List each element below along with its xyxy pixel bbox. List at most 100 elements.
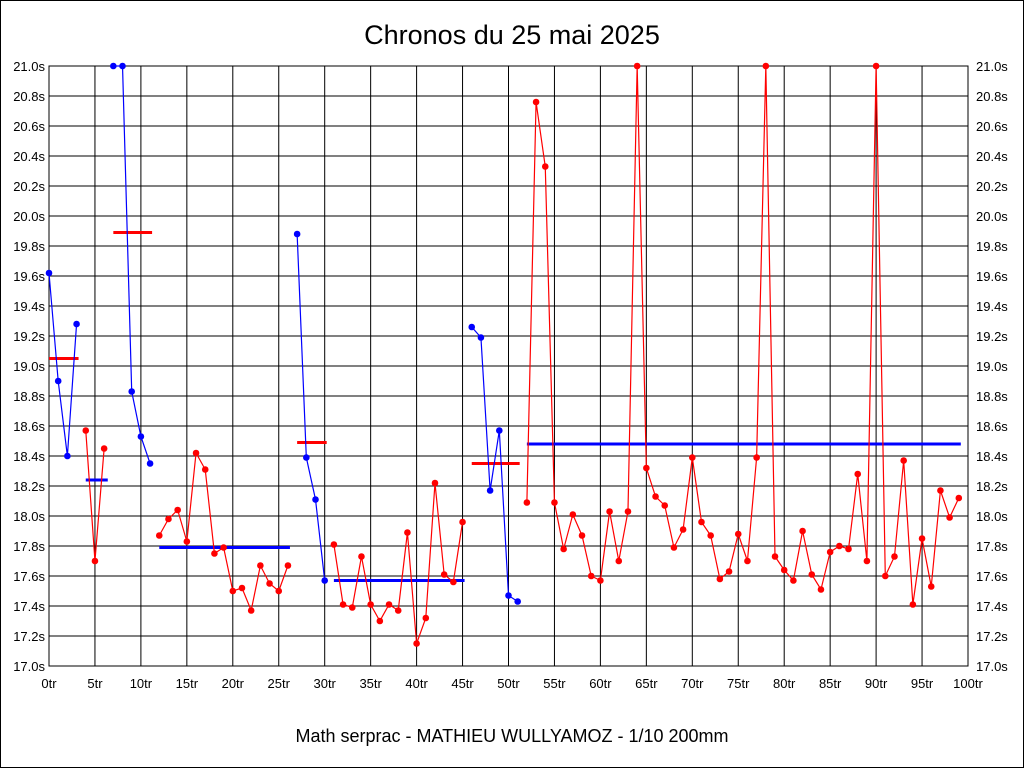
series-line <box>48 272 78 457</box>
x-tick-label: 70tr <box>681 676 704 691</box>
data-point <box>229 587 237 595</box>
data-point <box>725 568 733 575</box>
x-tick-label: 85tr <box>819 676 842 691</box>
data-point <box>762 62 770 70</box>
y-tick-label-left: 17.0s <box>13 659 45 674</box>
data-point <box>165 515 172 523</box>
data-point <box>64 452 71 460</box>
y-tick-label-right: 19.8s <box>976 239 1008 254</box>
data-point <box>652 493 659 500</box>
data-point <box>394 607 402 614</box>
x-tick-label: 20tr <box>222 676 245 691</box>
data-point <box>422 614 430 622</box>
x-tick-label: 15tr <box>176 676 199 691</box>
y-tick-label-right: 19.4s <box>976 299 1008 314</box>
data-point <box>780 566 788 574</box>
data-point <box>799 527 806 535</box>
y-tick-label-right: 18.0s <box>976 509 1008 524</box>
data-point <box>73 320 80 328</box>
data-point <box>201 466 209 473</box>
y-tick-label-right: 21.0s <box>976 59 1008 74</box>
x-tick-label: 35tr <box>359 676 382 691</box>
data-point <box>459 518 466 526</box>
x-tick-label: 65tr <box>635 676 658 691</box>
data-point <box>339 601 347 608</box>
y-tick-label-right: 18.8s <box>976 389 1008 404</box>
data-point <box>303 454 310 461</box>
data-point <box>284 562 292 569</box>
data-point <box>348 604 356 611</box>
data-point <box>477 334 485 341</box>
series-line <box>296 233 326 581</box>
x-tick-label: 95tr <box>911 676 934 691</box>
y-tick-label-right: 19.0s <box>976 359 1008 374</box>
data-point <box>606 508 613 515</box>
data-point <box>385 601 393 608</box>
data-point <box>854 470 862 478</box>
y-tick-label-left: 19.6s <box>13 269 45 284</box>
x-tick-label: 5tr <box>87 676 103 691</box>
data-point <box>946 514 953 521</box>
x-tick-label: 45tr <box>451 676 474 691</box>
data-point <box>505 592 512 599</box>
x-tick-label: 0tr <box>41 676 57 691</box>
y-tick-label-left: 20.2s <box>13 179 45 194</box>
y-tick-label-left: 21.0s <box>13 59 45 74</box>
tick-labels: 0tr 5tr 10tr 15tr 20tr 25tr 30tr 35tr 40tr 45tr 50… <box>13 59 1008 691</box>
data-point <box>431 479 439 487</box>
data-point <box>955 494 963 502</box>
data-point <box>82 427 90 434</box>
data-point <box>808 571 816 578</box>
x-tick-label: 50tr <box>497 676 520 691</box>
x-tick-label: 40tr <box>405 676 428 691</box>
y-tick-label-right: 18.2s <box>976 479 1008 494</box>
x-tick-label: 80tr <box>773 676 796 691</box>
y-tick-label-right: 17.0s <box>976 659 1008 674</box>
data-point <box>486 487 494 494</box>
data-point <box>496 427 503 434</box>
data-point <box>275 587 283 595</box>
y-tick-label-left: 20.8s <box>13 89 45 104</box>
data-point <box>569 511 577 518</box>
data-point <box>137 433 145 440</box>
data-point <box>817 586 825 593</box>
data-point <box>744 557 751 565</box>
data-point <box>192 449 200 457</box>
data-point <box>587 572 595 580</box>
data-point <box>872 62 880 70</box>
data-point <box>183 538 191 545</box>
y-tick-label-right: 18.4s <box>976 449 1008 464</box>
x-tick-label: 60tr <box>589 676 612 691</box>
data-point <box>128 388 136 395</box>
data-point <box>771 553 779 560</box>
data-point <box>376 617 384 625</box>
data-point <box>863 557 871 565</box>
data-point <box>707 532 714 539</box>
y-tick-label-right: 20.2s <box>976 179 1008 194</box>
data-point <box>450 578 457 586</box>
y-tick-label-right: 17.2s <box>976 629 1008 644</box>
data-point <box>532 98 540 106</box>
y-tick-label-left: 19.2s <box>13 329 45 344</box>
data-point <box>937 487 944 494</box>
data-point <box>716 575 724 583</box>
data-point <box>312 496 319 503</box>
chart-footer: Math serprac - MATHIEU WULLYAMOZ - 1/10 … <box>295 726 728 746</box>
y-tick-label-right: 19.6s <box>976 269 1008 284</box>
data-point <box>734 530 742 538</box>
data-point <box>633 62 641 70</box>
data-point <box>440 571 448 578</box>
data-point <box>358 553 365 560</box>
data-point <box>54 377 62 385</box>
data-point <box>679 526 687 533</box>
data-point <box>624 508 632 515</box>
y-tick-label-right: 20.6s <box>976 119 1008 134</box>
data-point <box>661 502 669 509</box>
y-tick-label-right: 19.2s <box>976 329 1008 344</box>
data-point <box>615 557 623 565</box>
data-point <box>514 598 521 605</box>
data-point <box>174 506 181 514</box>
data-point <box>689 454 696 461</box>
data-point <box>753 454 760 461</box>
